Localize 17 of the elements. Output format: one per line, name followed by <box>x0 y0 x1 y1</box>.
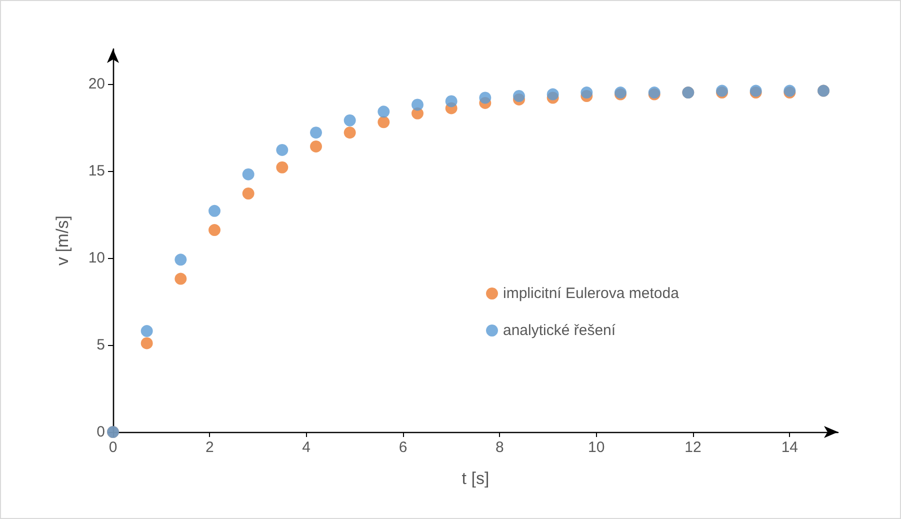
x-tick-label: 0 <box>108 439 118 456</box>
x-tick-label: 6 <box>398 439 408 456</box>
y-tick-label: 10 <box>88 249 105 266</box>
x-axis-title: t [s] <box>462 469 490 488</box>
x-tick-label: 14 <box>781 439 798 456</box>
y-tick-label: 20 <box>88 75 105 92</box>
y-tick-label: 0 <box>96 424 105 440</box>
legend-label: analytické řešení <box>503 322 616 339</box>
x-tick-label: 4 <box>302 439 311 456</box>
x-tick-label: 2 <box>205 439 214 456</box>
y-tick-label: 15 <box>88 162 105 180</box>
y-tick-label: 5 <box>96 336 105 354</box>
x-tick-label: 10 <box>588 439 605 456</box>
x-tick-label: 12 <box>684 439 702 456</box>
legend-label: implicitní Eulerova metoda <box>503 285 680 302</box>
y-axis-title: v [m/s] <box>53 215 72 266</box>
x-tick-label: 8 <box>495 439 504 456</box>
